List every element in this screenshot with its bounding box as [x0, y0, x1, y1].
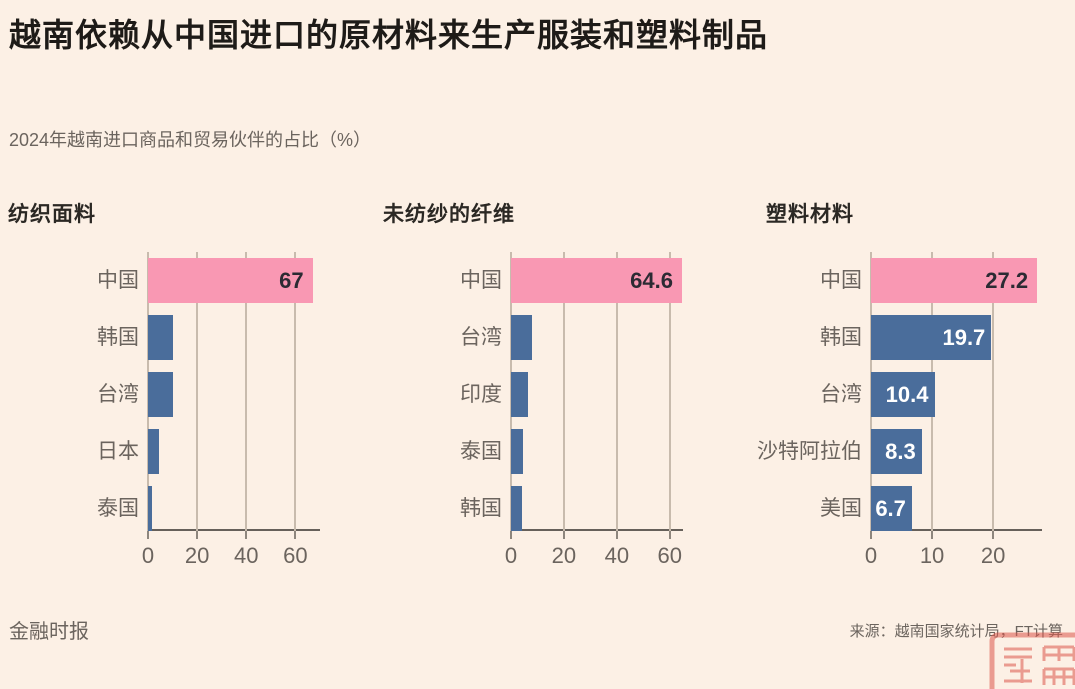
bar-value-label: 67 [279, 267, 304, 293]
axis-tick-label: 20 [551, 543, 577, 568]
chart-title: 未纺纱的纤维 [383, 203, 515, 226]
axis-tick [245, 531, 248, 539]
axis-tick [931, 531, 934, 539]
bar-default [511, 429, 524, 474]
bar-highlight: 67 [148, 258, 313, 303]
chart-title: 纺织面料 [8, 203, 96, 226]
bar-highlight: 27.2 [871, 258, 1038, 303]
category-label: 沙特阿拉伯 [757, 440, 862, 463]
bar-row: 日本 [97, 429, 320, 474]
page: { "page": { "title": "越南依赖从中国进口的原材料来生产服装… [8, 17, 1075, 689]
axis-tick [992, 531, 995, 539]
category-label: 泰国 [460, 440, 502, 463]
bar-default [148, 429, 160, 474]
chart-plastic-materials: 塑料材料 0 10 20 中国 27.2 韩国 19.7 台湾 10.4 沙特阿拉伯 8.3 美国 6.… [757, 198, 1042, 568]
axis-tick [870, 531, 872, 539]
category-label: 中国 [820, 269, 862, 292]
bar-row: 中国 64.6 [460, 258, 683, 303]
gridline [668, 252, 671, 531]
axis-tick-label: 60 [657, 543, 683, 568]
gridline [992, 252, 995, 531]
bar-default [148, 315, 173, 360]
category-label: 韩国 [460, 497, 502, 520]
page-subtitle: 2024年越南进口商品和贸易伙伴的占比（%） [9, 130, 372, 150]
bar-row: 泰国 [460, 429, 683, 474]
bar-default: 19.7 [871, 315, 992, 360]
axis-tick-label: 20 [184, 543, 210, 568]
bar-rows: 中国 67 韩国台湾日本泰国 [97, 252, 320, 531]
bar-row: 中国 27.2 [820, 258, 1042, 303]
gridline [294, 252, 297, 531]
chart-textile-fabric: 纺织面料 0 20 40 60 中国 67 韩国台湾日本泰国 [8, 198, 320, 568]
gridline [562, 252, 565, 531]
bar-value-label: 64.6 [630, 267, 673, 293]
bar-default: 6.7 [871, 486, 912, 531]
gridline [196, 252, 199, 531]
plot-area: 0 20 40 60 中国 64.6 台湾印度泰国韩国 [460, 252, 683, 568]
gridline [615, 252, 618, 531]
bar-default: 8.3 [871, 429, 922, 474]
axis-tick [615, 531, 618, 539]
axis-tick-label: 20 [980, 543, 1006, 568]
axis-tick-label: 60 [283, 543, 308, 568]
category-label: 美国 [820, 497, 862, 520]
bar-row: 韩国 [97, 315, 320, 360]
category-label: 中国 [97, 269, 139, 292]
bar-row: 韩国 19.7 [820, 315, 1042, 360]
bar-row: 台湾 10.4 [820, 372, 1042, 417]
bar-default [511, 315, 532, 360]
axis-tick-label: 40 [604, 543, 630, 568]
bar-row: 韩国 [460, 486, 683, 531]
category-label: 台湾 [820, 383, 862, 406]
axis-tick-label: 10 [919, 543, 945, 568]
chart-title: 塑料材料 [766, 203, 854, 226]
bar-row: 台湾 [460, 315, 683, 360]
category-label: 韩国 [97, 326, 139, 349]
bar-default [511, 486, 523, 531]
bar-row: 中国 67 [97, 258, 320, 303]
bar-rows: 中国 27.2 韩国 19.7 台湾 10.4 沙特阿拉伯 8.3 美国 6.7 [757, 252, 1042, 531]
category-label: 韩国 [820, 326, 862, 349]
ft-brand-label: 金融时报 [9, 621, 89, 643]
gridline [245, 252, 248, 531]
chart-unspun-fibre: 未纺纱的纤维 0 20 40 60 中国 64.6 台湾印度泰国韩国 [383, 198, 683, 568]
axis-tick [562, 531, 565, 539]
axis-tick [668, 531, 671, 539]
axis-tick-label: 0 [141, 543, 155, 568]
bar-value-label: 19.7 [942, 324, 986, 350]
plot-area: 0 10 20 中国 27.2 韩国 19.7 台湾 10.4 沙特阿拉伯 8.3 美国 6.7 [757, 252, 1042, 568]
category-label: 中国 [460, 269, 502, 292]
category-label: 泰国 [97, 497, 139, 520]
category-label: 台湾 [460, 326, 502, 349]
axis-tick-label: 40 [234, 543, 259, 568]
axis-tick [196, 531, 199, 539]
bar-value-label: 6.7 [875, 495, 906, 521]
axis-tick [147, 531, 149, 539]
plot-area: 0 20 40 60 中国 67 韩国台湾日本泰国 [97, 252, 320, 568]
charts-row: 纺织面料 0 20 40 60 中国 67 韩国 台湾 日本 泰国 未纺纱的纤维 0 20 40 60 中… [8, 198, 1042, 568]
axis-tick-label: 0 [864, 543, 878, 568]
category-label: 印度 [460, 383, 502, 406]
bar-row: 沙特阿拉伯 8.3 [757, 429, 1042, 474]
page-title: 越南依赖从中国进口的原材料来生产服装和塑料制品 [9, 17, 769, 53]
bar-highlight: 64.6 [511, 258, 682, 303]
category-label: 台湾 [97, 383, 139, 406]
axis-tick [294, 531, 297, 539]
bar-row: 台湾 [97, 372, 320, 417]
bar-default: 10.4 [871, 372, 935, 417]
bar-row: 泰国 [97, 486, 320, 531]
bar-value-label: 27.2 [985, 267, 1029, 293]
bar-default [511, 372, 528, 417]
bar-value-label: 10.4 [885, 381, 929, 407]
bar-default [148, 372, 173, 417]
seal-watermark-icon [989, 632, 1075, 689]
bar-default [148, 486, 152, 531]
bar-row: 印度 [460, 372, 683, 417]
axis-tick [510, 531, 512, 539]
bar-row: 美国 6.7 [820, 486, 1042, 531]
category-label: 日本 [97, 440, 139, 463]
bar-value-label: 8.3 [885, 438, 916, 464]
axis-tick-label: 0 [504, 543, 518, 568]
bar-rows: 中国 64.6 台湾印度泰国韩国 [460, 252, 683, 531]
